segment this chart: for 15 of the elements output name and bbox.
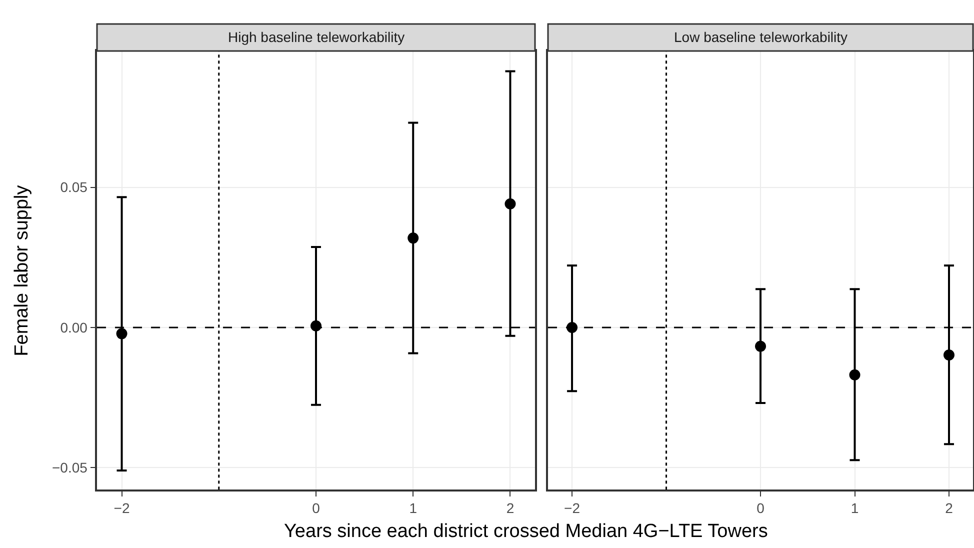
chart-title: High baseline teleworkability: [228, 29, 405, 45]
x-tick-label: 0: [312, 500, 320, 516]
chart-title: Low baseline teleworkability: [674, 29, 848, 45]
x-tick-label: 0: [756, 500, 765, 516]
x-tick-label: 1: [850, 500, 859, 516]
x-tick-label: −2: [564, 500, 580, 516]
x-tick-label: −2: [114, 500, 130, 516]
x-tick-label: 2: [945, 500, 954, 516]
y-tick-label: −0.05: [52, 460, 88, 476]
x-axis-title: Years since each district crossed Median 4G−LTE Towers: [284, 521, 768, 542]
y-tick-label: 0.00: [60, 319, 88, 336]
y-tick-label: 0.05: [60, 179, 88, 196]
y-axis-title: Female labor supply: [12, 184, 33, 356]
x-tick-label: 2: [506, 500, 514, 516]
x-tick-label: 1: [409, 500, 418, 516]
